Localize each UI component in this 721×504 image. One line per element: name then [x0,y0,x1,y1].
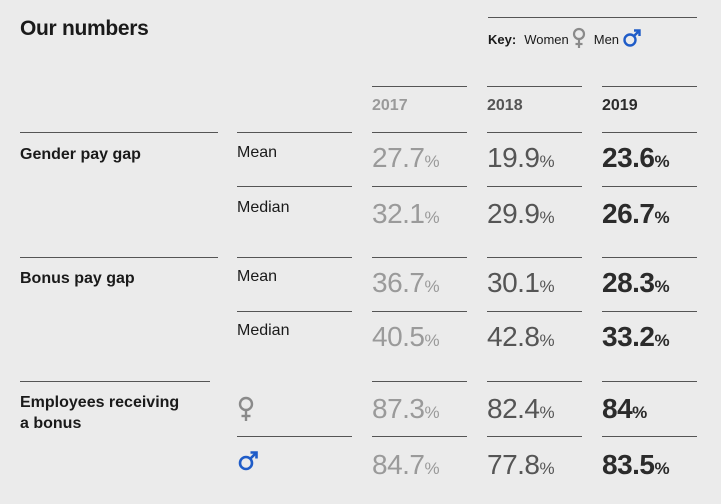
cell-divider [602,132,697,133]
gender-mean-2017-value: 27.7% [372,142,440,173]
employees-receiving-bonus-label: Employees receiving a bonus [20,394,180,432]
cell-divider [372,381,467,382]
gender-mean-2018-value: 19.9% [487,142,555,173]
year-2018-divider [487,86,582,87]
cell-divider [372,186,467,187]
cell-divider [487,132,582,133]
sub-divider [237,436,352,437]
cell-divider [487,257,582,258]
cell-divider [602,186,697,187]
gender-median-2018-value: 29.9% [487,198,555,229]
cell-divider [602,436,697,437]
key-label: Key: [488,32,517,47]
gender-median-2017-value: 32.1% [372,198,440,229]
bonus-mean-2017-value: 36.7% [372,267,440,298]
gender-mean-2019-value: 23.6% [602,142,670,173]
cell-divider [487,436,582,437]
mean-label: Mean [237,144,278,161]
bonus-women-2017-value: 87.3% [372,393,440,424]
cell-divider [602,257,697,258]
bonus-women-2019-value: 84% [602,393,648,424]
bonus-pay-gap-label: Bonus pay gap [20,270,135,287]
page-title: Our numbers [20,17,149,40]
bonus-men-2019-value: 83.5% [602,449,670,480]
bonus-men-2017-value: 84.7% [372,449,440,480]
cell-divider [372,311,467,312]
male-symbol-icon [622,28,642,51]
year-2017-header: 2017 [372,97,408,114]
year-2018-header: 2018 [487,97,523,114]
key-women-label: Women [524,32,569,47]
section-divider [20,381,210,382]
cell-divider [372,132,467,133]
bonus-mean-2018-value: 30.1% [487,267,555,298]
sub-divider [237,186,352,187]
sub-divider [237,311,352,312]
bonus-median-2019-value: 33.2% [602,321,670,352]
section-divider [237,257,352,258]
bonus-men-2018-value: 77.8% [487,449,555,480]
female-symbol-icon [572,27,586,52]
key-divider [488,17,697,18]
cell-divider [487,311,582,312]
gender-median-2019-value: 26.7% [602,198,670,229]
median-label: Median [237,199,290,216]
bonus-median-2018-value: 42.8% [487,321,555,352]
section-divider [20,132,218,133]
cell-divider [372,257,467,258]
cell-divider [602,381,697,382]
year-2017-divider [372,86,467,87]
male-symbol-icon [237,450,259,477]
cell-divider [602,311,697,312]
bonus-mean-2019-value: 28.3% [602,267,670,298]
female-symbol-icon [237,396,255,427]
gender-pay-gap-label: Gender pay gap [20,146,141,163]
cell-divider [487,381,582,382]
median-label: Median [237,322,290,339]
bonus-women-2018-value: 82.4% [487,393,555,424]
cell-divider [487,186,582,187]
legend-key: Key: Women Men [488,27,642,52]
section-divider [237,132,352,133]
cell-divider [372,436,467,437]
section-divider [20,257,218,258]
bonus-median-2017-value: 40.5% [372,321,440,352]
year-2019-divider [602,86,697,87]
key-men-label: Men [593,32,620,47]
year-2019-header: 2019 [602,97,638,114]
mean-label: Mean [237,268,278,285]
